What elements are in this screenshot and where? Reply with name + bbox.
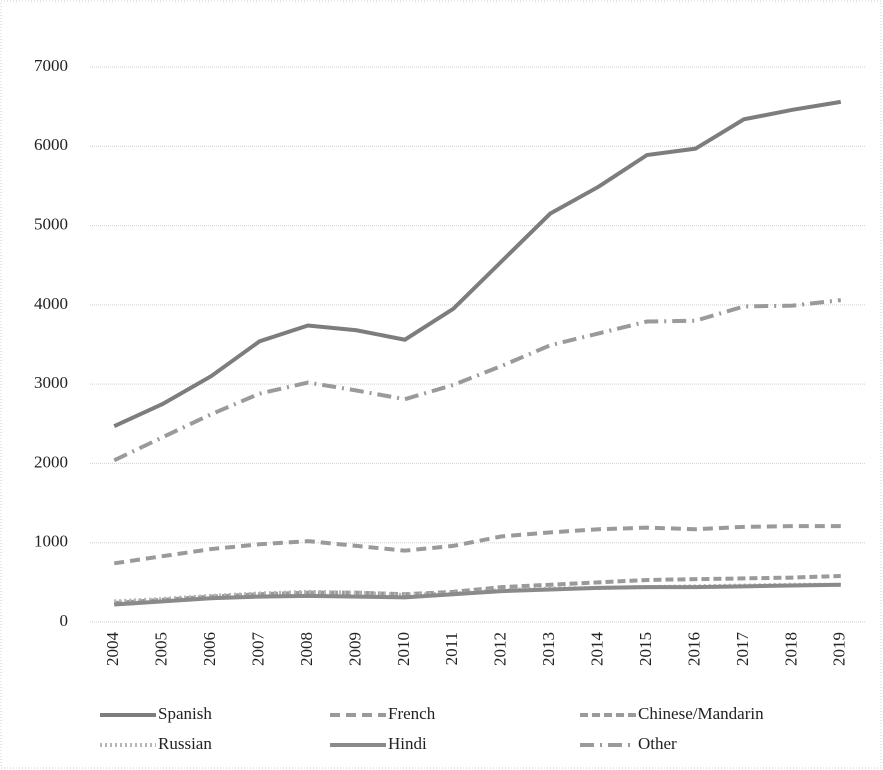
y-tick-label: 1000 <box>34 532 68 551</box>
series-line <box>113 298 842 463</box>
series-line <box>114 582 841 607</box>
x-tick-label: 2009 <box>345 632 364 666</box>
legend-label: Hindi <box>388 734 427 753</box>
x-tick-label: 2015 <box>636 632 655 666</box>
x-tick-label: 2019 <box>830 632 849 666</box>
x-tick-label: 2004 <box>103 632 122 667</box>
legend-label: Spanish <box>158 704 212 723</box>
x-tick-label: 2018 <box>781 632 800 666</box>
legend-label: Chinese/Mandarin <box>638 704 764 723</box>
y-tick-label: 5000 <box>34 214 68 233</box>
x-tick-label: 2012 <box>491 632 510 666</box>
series-line <box>113 524 841 566</box>
y-tick-label: 7000 <box>34 56 68 75</box>
x-tick-label: 2007 <box>248 632 267 667</box>
y-tick-label: 0 <box>60 611 69 630</box>
legend-label: Other <box>638 734 677 753</box>
x-tick-label: 2011 <box>442 632 461 665</box>
legend-label: Russian <box>158 734 212 753</box>
legend-label: French <box>388 704 436 723</box>
y-tick-label: 2000 <box>34 452 68 471</box>
x-tick-label: 2013 <box>539 632 558 666</box>
series-line <box>113 99 842 428</box>
y-tick-label: 4000 <box>34 294 68 313</box>
x-tick-label: 2006 <box>200 632 219 666</box>
y-tick-label: 3000 <box>34 373 68 392</box>
x-tick-label: 2008 <box>297 632 316 666</box>
x-tick-label: 2016 <box>684 632 703 666</box>
x-tick-label: 2005 <box>152 632 171 666</box>
x-tick-label: 2014 <box>588 632 607 667</box>
x-tick-label: 2010 <box>394 632 413 666</box>
y-tick-label: 6000 <box>34 135 68 154</box>
x-tick-label: 2017 <box>733 632 752 667</box>
